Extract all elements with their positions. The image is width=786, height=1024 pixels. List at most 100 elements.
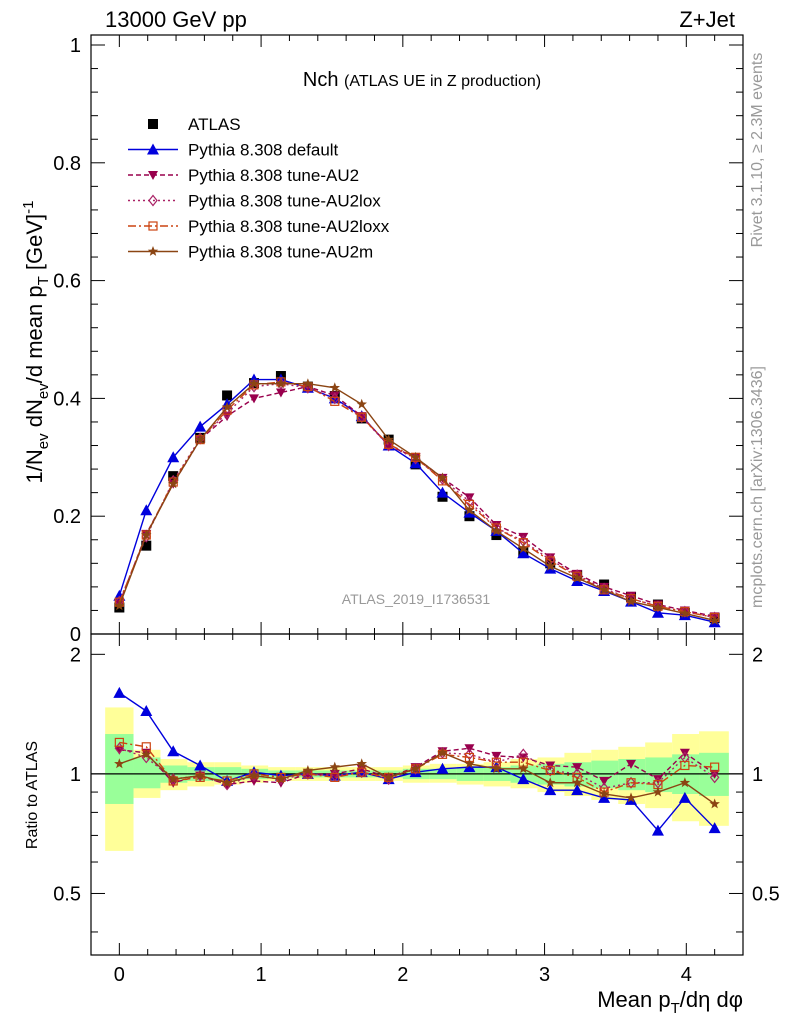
ratio-tick-label-left: 2 [70, 644, 81, 666]
y-tick-label: 0.4 [53, 388, 81, 410]
data-point [302, 378, 314, 389]
legend-label: Pythia 8.308 tune-AU2loxx [188, 217, 390, 236]
data-point [248, 378, 260, 389]
ratio-point [680, 760, 690, 771]
x-tick-label: 3 [539, 964, 550, 986]
ratio-point [221, 777, 233, 788]
y-axis-label: 1/Nev dNev/d mean pT [GeV]-1 [20, 201, 52, 484]
data-point [140, 504, 153, 516]
ratio-point [626, 759, 637, 769]
rivet-label: Rivet 3.1.10, ≥ 2.3M events [749, 53, 766, 248]
ratio-point [329, 761, 340, 772]
x-tick-label: 0 [114, 964, 125, 986]
legend-marker [147, 246, 159, 256]
series-2 [114, 382, 720, 622]
series-0 [114, 371, 720, 624]
ratio-point [571, 777, 583, 788]
ratio-point [544, 784, 557, 796]
ratio-point [167, 745, 180, 757]
y-ticks [91, 44, 743, 635]
data-point [625, 596, 637, 607]
series-line-2 [118, 385, 715, 618]
ratio-point [113, 686, 126, 698]
ratio-tick-label-left: 0.5 [53, 883, 81, 905]
ratio-point [275, 773, 287, 784]
data-point [436, 486, 449, 498]
data-point [518, 532, 529, 542]
ratio-frame [90, 633, 744, 956]
legend: ATLAS Pythia 8.308 default Pythia 8.308 tu… [128, 115, 390, 262]
ratio-point [194, 759, 207, 771]
ratio-point [383, 771, 394, 782]
data-point [651, 606, 664, 618]
legend-item-3: Pythia 8.308 tune-AU2lox [128, 192, 381, 211]
series-1 [113, 373, 721, 628]
x-tick-label: 4 [681, 964, 692, 986]
data-point [679, 607, 691, 618]
ratio-point [572, 763, 583, 773]
ratio-point [598, 791, 611, 803]
analysis-watermark: ATLAS_2019_I1736531 [342, 591, 491, 607]
ratio-point [709, 771, 720, 784]
ratio-point [571, 784, 584, 796]
ratio-plot: 0 1 2 3 4 0.5 0.5 1 1 2 2 [53, 35, 780, 986]
ratio-point [464, 758, 475, 769]
ratio-tick-label-right: 2 [752, 644, 763, 666]
ratio-point [680, 751, 690, 764]
data-point [168, 478, 179, 489]
header-right: Z+Jet [679, 7, 735, 32]
ratio-point [708, 822, 721, 834]
x-ticks [90, 35, 744, 955]
ratio-point [518, 763, 529, 774]
data-point [194, 434, 206, 445]
ratio-point [518, 748, 529, 761]
ratio-point [709, 769, 720, 779]
series-3 [114, 377, 720, 624]
ratio-point [356, 758, 367, 769]
legend-marker [148, 194, 158, 207]
ratio-point [545, 777, 556, 788]
legend-item-5: Pythia 8.308 tune-AU2m [128, 243, 373, 262]
legend-item-0: ATLAS [148, 115, 241, 134]
ratio-point [652, 775, 663, 785]
ratio-tick-label-right: 1 [752, 764, 763, 786]
header-left: 13000 GeV pp [105, 7, 247, 32]
legend-marker [148, 221, 158, 231]
data-point [329, 382, 340, 393]
data-point [545, 560, 556, 571]
ratio-point [302, 765, 314, 775]
data-point [275, 388, 286, 398]
ratio-point [357, 767, 367, 777]
data-point [464, 493, 475, 503]
ratio-point [491, 763, 502, 774]
data-point [491, 525, 502, 536]
ratio-point [329, 769, 340, 779]
series-5 [114, 378, 720, 625]
data-point [249, 394, 259, 404]
data-point [383, 439, 394, 452]
data-point [329, 391, 340, 401]
data-point [383, 434, 394, 445]
ratio-point [140, 704, 153, 716]
data-point [356, 398, 367, 409]
ratio-point [625, 792, 637, 803]
ratio-point [710, 762, 720, 772]
x-axis-label: Mean pT/dη dφ [597, 987, 743, 1017]
ratio-point [626, 776, 636, 789]
series-4 [114, 377, 720, 623]
legend-item-2: Pythia 8.308 tune-AU2 [128, 166, 359, 185]
ratio-point [678, 791, 691, 803]
legend-label: ATLAS [188, 115, 241, 134]
ratio-point [517, 773, 530, 785]
ratio-tick-label-left: 1 [70, 764, 81, 786]
data-point [464, 504, 475, 515]
legend-label: Pythia 8.308 tune-AU2lox [188, 192, 381, 211]
data-point [221, 401, 233, 412]
legend-marker [148, 171, 158, 180]
ratio-point [652, 786, 664, 797]
ratio-point [114, 758, 125, 769]
data-point [141, 529, 152, 540]
ratio-point [436, 762, 449, 774]
x-tick-label: 2 [397, 964, 408, 986]
